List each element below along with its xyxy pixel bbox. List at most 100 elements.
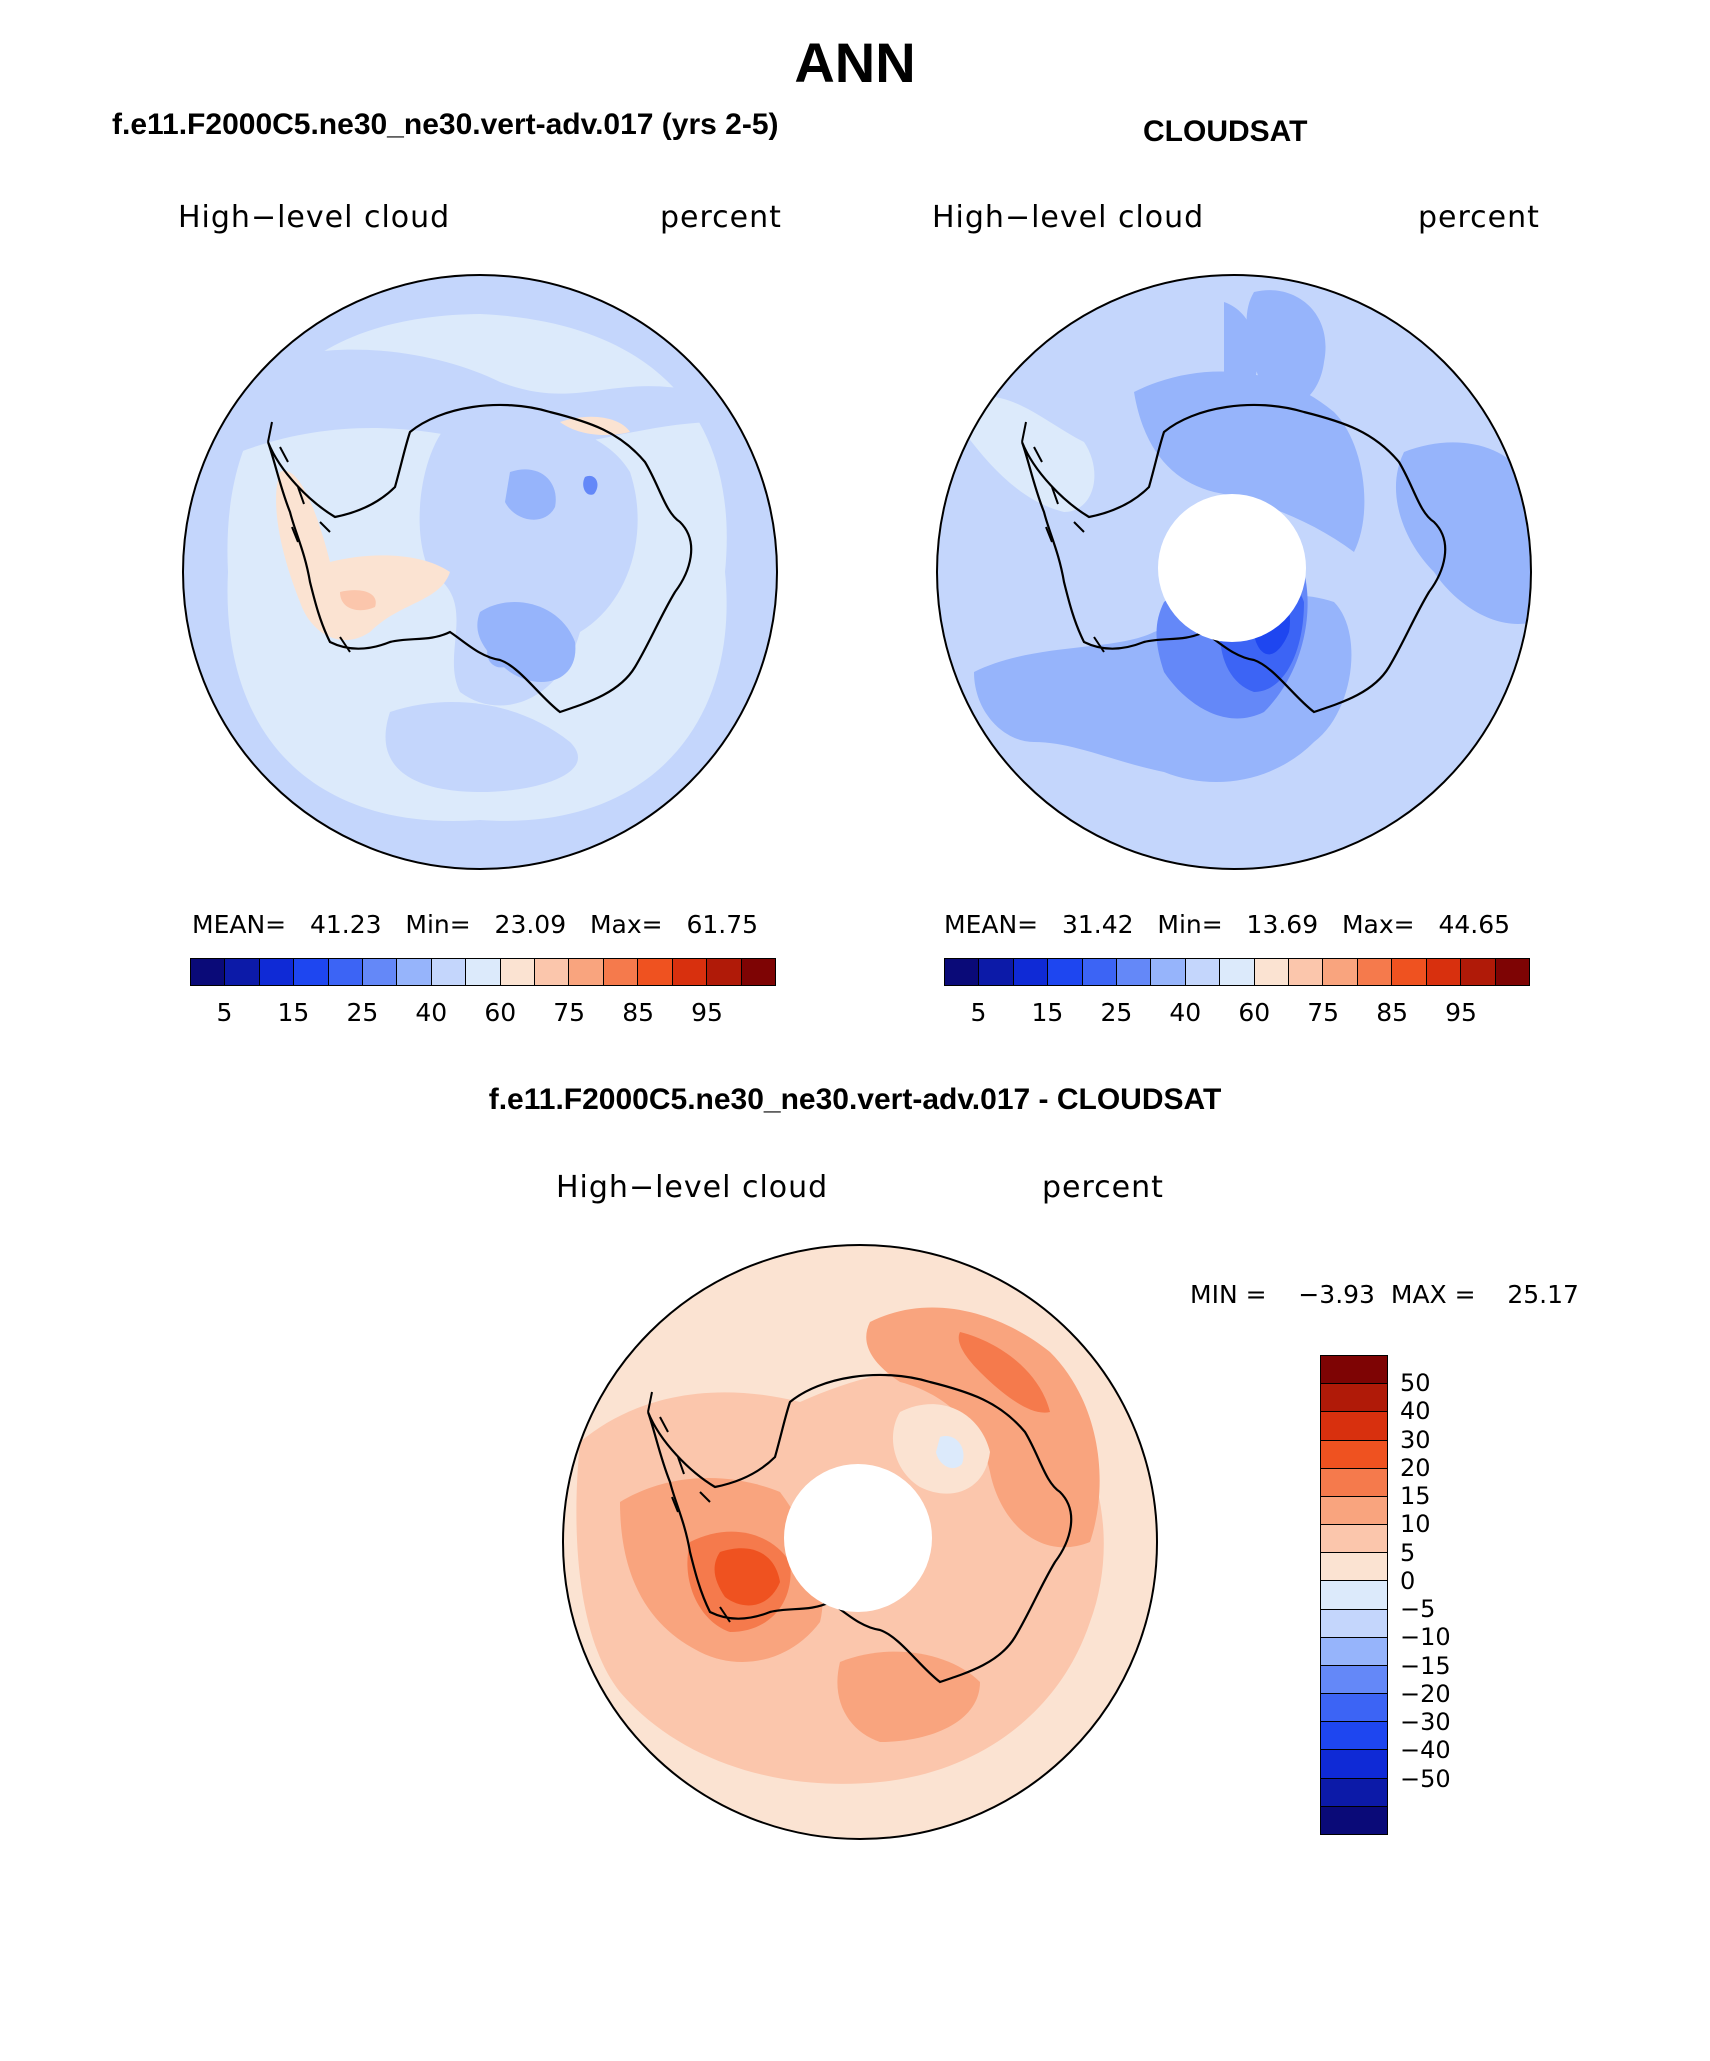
colorbar-swatch [603, 959, 639, 985]
stats-model: MEAN= 41.23 Min= 23.09 Max= 61.75 [192, 910, 758, 939]
map-boundary [936, 274, 1532, 870]
colorbar-tick-label: −5 [1400, 1595, 1436, 1624]
colorbar-swatch [1426, 959, 1462, 985]
colorbar-tick-label: 20 [1400, 1453, 1431, 1482]
min-value: 13.69 [1246, 910, 1319, 939]
stats-diff: MIN = −3.93 MAX = 25.17 [1190, 1280, 1579, 1309]
colorbar-tick-label: 5 [216, 998, 233, 1027]
colorbar-swatch [1048, 959, 1083, 985]
max-value: 61.75 [686, 910, 759, 939]
colorbar-swatch [1321, 1637, 1387, 1666]
panel-title-diff: f.e11.F2000C5.ne30_ne30.vert-adv.017 - C… [488, 1083, 1222, 1116]
colorbar-swatch [259, 959, 295, 985]
colorbar-tick-label: 95 [691, 998, 723, 1027]
colorbar-tick-label: −20 [1400, 1679, 1451, 1708]
colorbar-tick-label: −30 [1400, 1708, 1451, 1737]
colorbar-swatch [1461, 959, 1496, 985]
colorbar-swatch [535, 959, 570, 985]
colorbar-swatch [672, 959, 708, 985]
polar-hole [1158, 494, 1306, 642]
map-fill-lower-band [385, 702, 578, 792]
colorbar-swatch [1321, 1356, 1387, 1385]
colorbar-tick-label: 60 [484, 998, 517, 1027]
variable-label-model: High−level cloud [178, 200, 451, 235]
colorbar-swatch [466, 959, 501, 985]
coastline-peninsula [1021, 421, 1105, 653]
max-label: Max= [1341, 910, 1415, 939]
polar-map-model [182, 274, 778, 870]
units-label-model: percent [660, 200, 782, 235]
colorbar-swatch [1321, 1384, 1387, 1413]
colorbar-swatch [1013, 959, 1049, 985]
colorbar-tick-label: 25 [1100, 998, 1133, 1027]
min-value: 23.09 [494, 910, 567, 939]
colorbar-swatch [1321, 1553, 1387, 1582]
colorbar-swatch [638, 959, 673, 985]
colorbar-obs [944, 958, 1530, 986]
colorbar-swatch [1321, 1525, 1387, 1554]
colorbar-tick-label: 50 [1400, 1369, 1431, 1398]
colorbar-swatch [294, 959, 329, 985]
colorbar-tick-label: 15 [277, 998, 310, 1027]
colorbar-tick-label: 85 [1376, 998, 1409, 1027]
map-boundary [182, 274, 778, 870]
mean-value: 31.42 [1061, 910, 1134, 939]
colorbar-swatch [1321, 1750, 1387, 1779]
colorbar-swatch [363, 959, 398, 985]
colorbar-swatch [1321, 1665, 1387, 1695]
coastline-antarctica [1020, 403, 1447, 714]
min-label: Min= [1157, 910, 1223, 939]
colorbar-swatch [1321, 1440, 1387, 1469]
coastline-peninsula [647, 1391, 731, 1623]
colorbar-tick-label: −40 [1400, 1736, 1451, 1765]
max-label: MAX = [1390, 1280, 1476, 1309]
colorbar-swatch [1254, 959, 1290, 985]
colorbar-tick-label: 15 [1400, 1482, 1431, 1511]
colorbar-swatch [1321, 1609, 1387, 1638]
colorbar-swatch [1357, 959, 1393, 985]
colorbar-swatch [707, 959, 742, 985]
colorbar-swatch [1321, 1496, 1387, 1526]
map-fill-light-patch-left [964, 396, 1095, 512]
map-fill-darkest-1 [583, 475, 598, 495]
polar-hole [784, 1464, 932, 1612]
colorbar-swatch [569, 959, 604, 985]
min-label: MIN = [1190, 1280, 1267, 1309]
colorbar-swatch [1117, 959, 1152, 985]
colorbar-swatch [1151, 959, 1186, 985]
colorbar-ticks-diff: 50 40 30 20 15 10 5 0 −5 −10 −15 −20 −30 −40 −50 [1400, 1355, 1480, 1835]
colorbar-swatch [1220, 959, 1255, 985]
map-fill-warm-patch-2 [340, 590, 376, 611]
map-fill-warm-patch [276, 470, 450, 641]
colorbar-tick-label: −10 [1400, 1623, 1451, 1652]
colorbar-swatch [1321, 1581, 1387, 1610]
map-fill-upper-right [1224, 302, 1258, 382]
colorbar-tick-label: 5 [970, 998, 987, 1027]
stats-obs: MEAN= 31.42 Min= 13.69 Max= 44.65 [944, 910, 1510, 939]
colorbar-tick-label: −50 [1400, 1764, 1451, 1793]
colorbar-swatch [741, 959, 775, 985]
colorbar-tick-label: 15 [1031, 998, 1064, 1027]
variable-label-obs: High−level cloud [932, 200, 1205, 235]
colorbar-tick-label: 0 [1400, 1566, 1416, 1595]
colorbar-tick-label: −15 [1400, 1651, 1451, 1680]
panel-title-obs: CLOUDSAT [1143, 115, 1308, 148]
colorbar-swatch [1082, 959, 1118, 985]
main-title: ANN [794, 31, 916, 94]
max-value: 44.65 [1438, 910, 1511, 939]
colorbar-swatch [1321, 1694, 1387, 1723]
colorbar-tick-label: 10 [1400, 1510, 1431, 1539]
max-label: Max= [589, 910, 663, 939]
colorbar-swatch [1392, 959, 1427, 985]
mean-value: 41.23 [309, 910, 382, 939]
colorbar-tick-label: 40 [1169, 998, 1202, 1027]
colorbar-tick-label: 60 [1238, 998, 1271, 1027]
colorbar-tick-label: 30 [1400, 1425, 1431, 1454]
colorbar-swatch [1321, 1806, 1387, 1834]
mean-label: MEAN= [944, 910, 1039, 939]
colorbar-swatch [500, 959, 536, 985]
colorbar-tick-label: 75 [553, 998, 586, 1027]
units-label-diff: percent [1042, 1170, 1164, 1205]
max-value: 25.17 [1507, 1280, 1579, 1309]
coastline-antarctica [266, 403, 693, 714]
